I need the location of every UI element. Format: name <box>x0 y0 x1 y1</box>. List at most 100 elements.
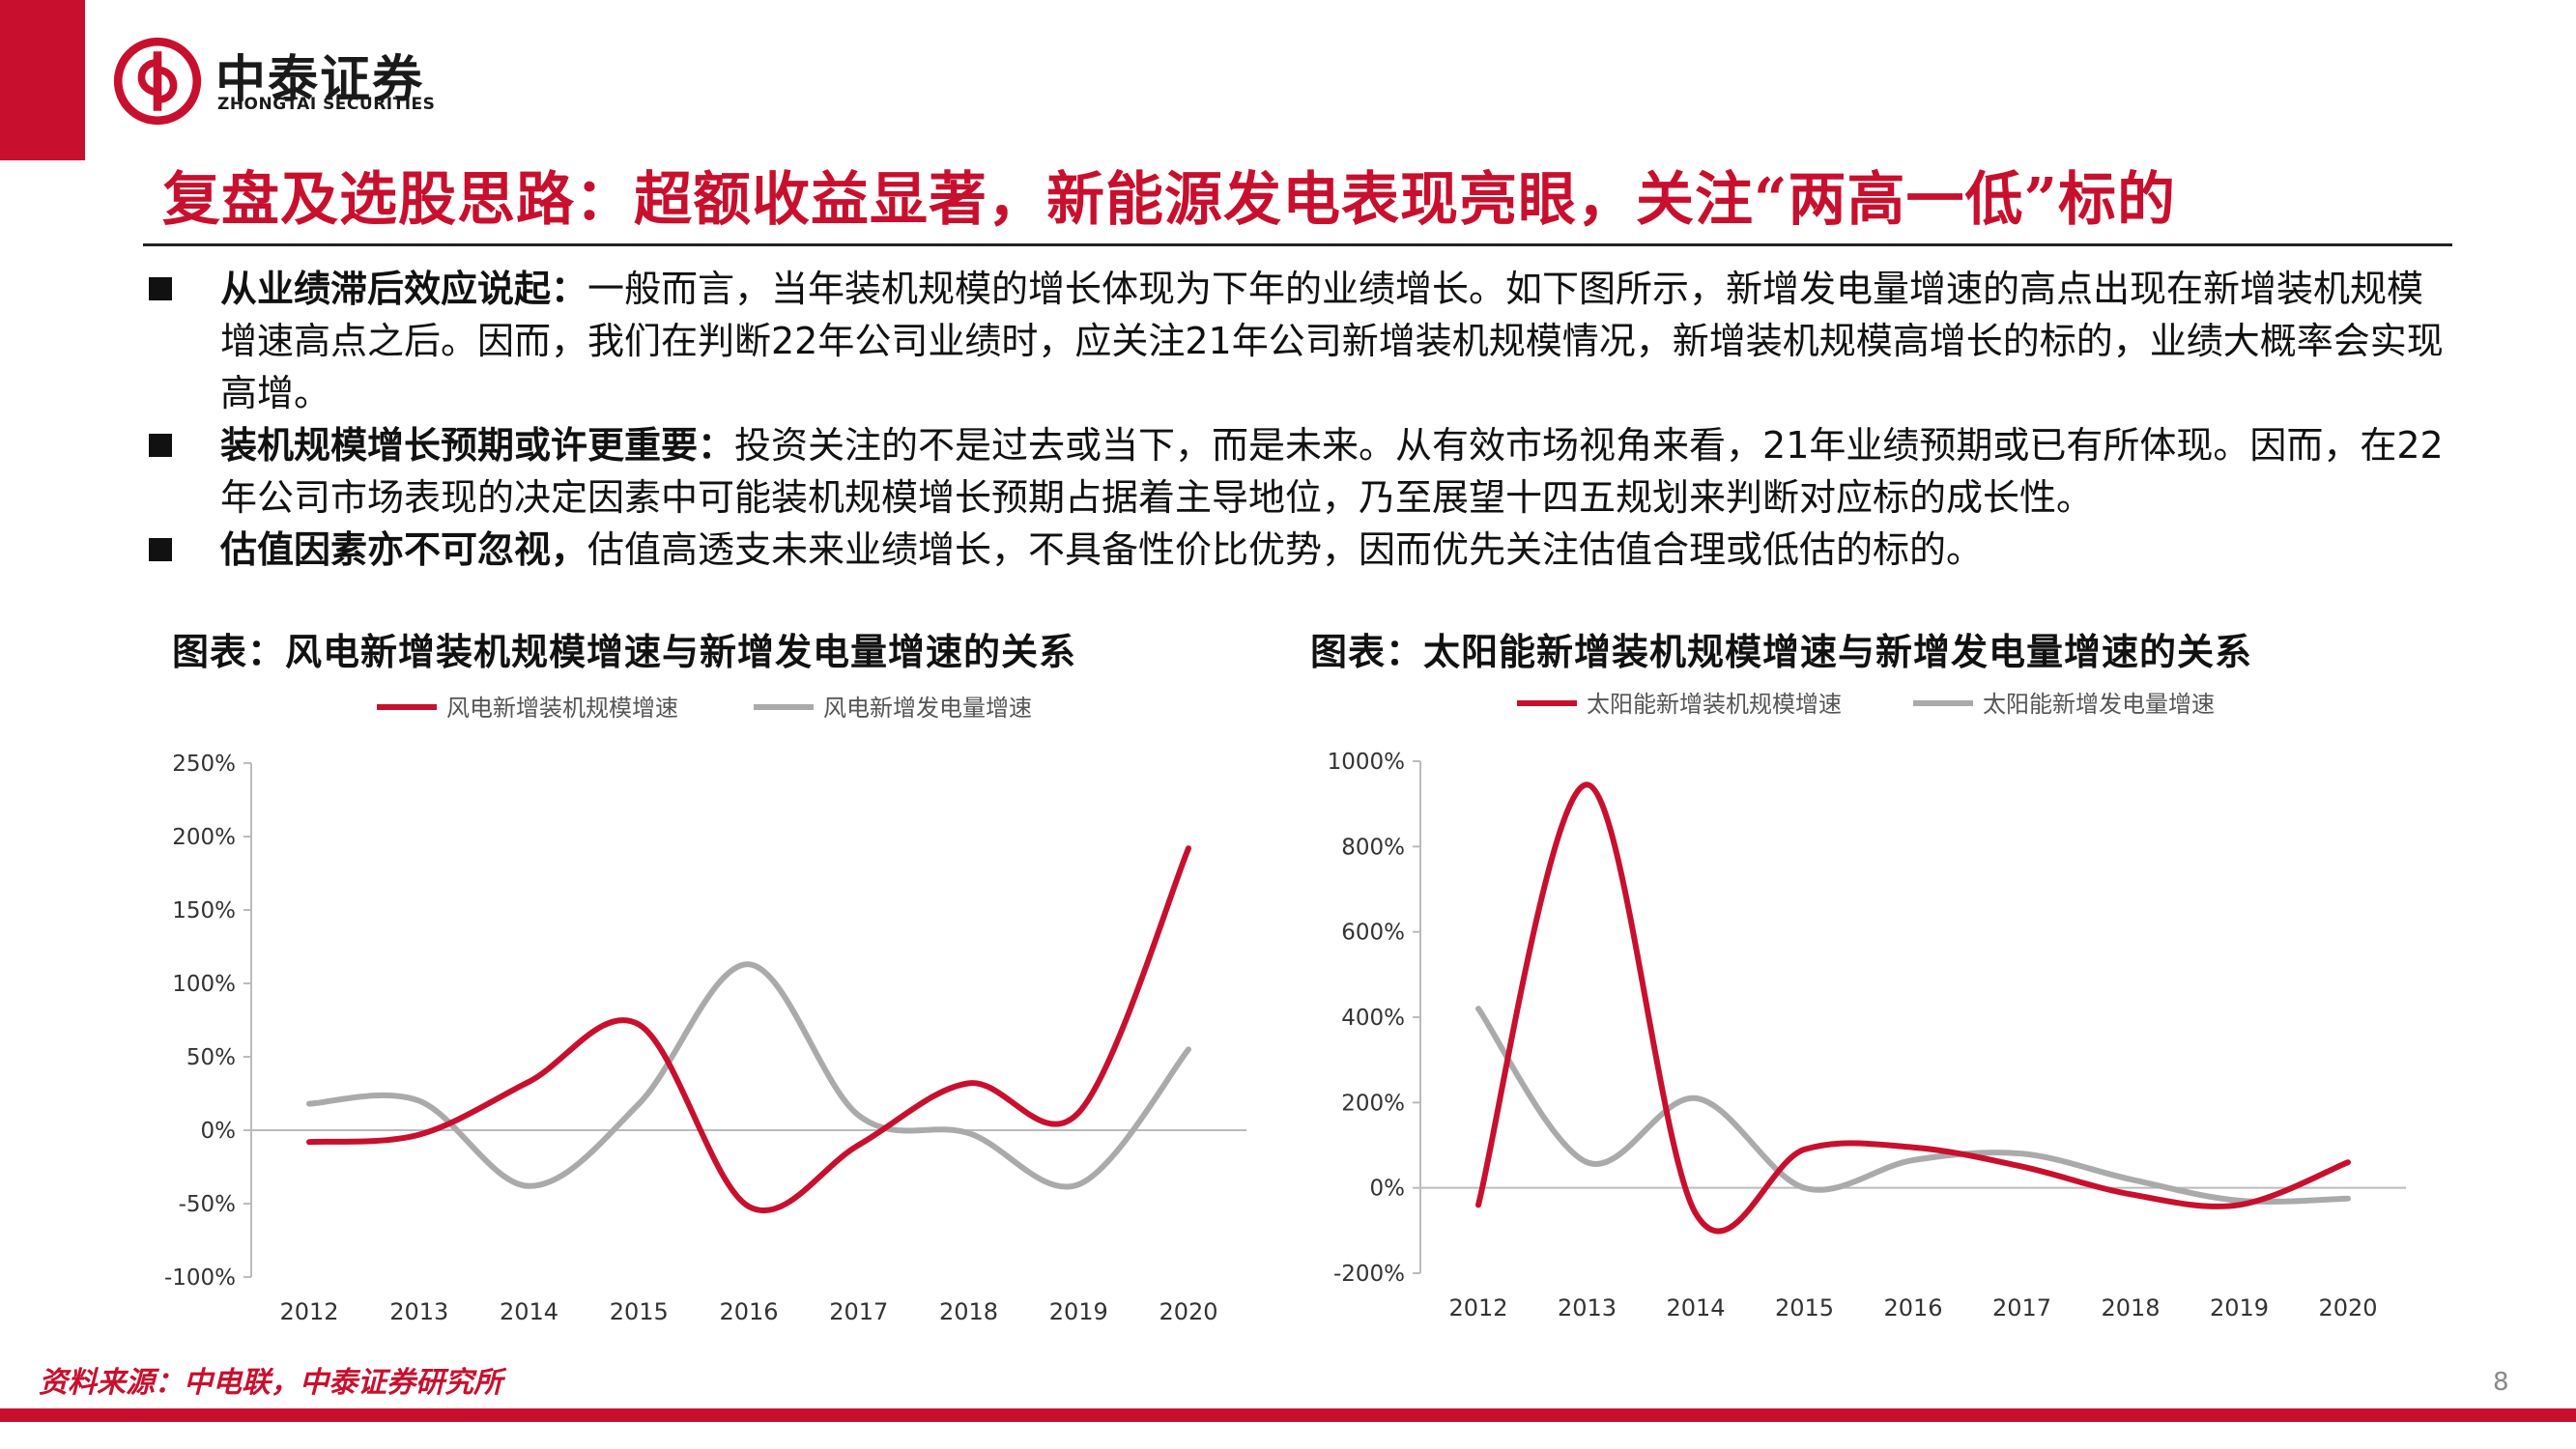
bullet-square-icon <box>149 434 172 457</box>
series-point-1-0-4 <box>1912 1147 1914 1149</box>
y-tick-label-1-4: 200% <box>1341 1091 1405 1116</box>
series-point-0-0-1 <box>418 1134 420 1136</box>
x-tick-label-1-8: 2020 <box>2318 1294 2377 1321</box>
series-point-0-1-1 <box>418 1100 420 1102</box>
series-point-1-1-1 <box>1587 1161 1588 1163</box>
solar-chart-title: 图表：太阳能新增装机规模增速与新增发电量增速的关系 <box>1310 631 2253 673</box>
y-tick-label-1-2: 600% <box>1341 921 1405 946</box>
series-point-0-1-7 <box>1077 1183 1079 1185</box>
logo-name-cn: 中泰证券 <box>215 51 425 109</box>
series-point-1-0-7 <box>2239 1204 2240 1206</box>
series-point-0-0-8 <box>1188 847 1189 849</box>
legend-label-0-0: 风电新增装机规模增速 <box>446 695 678 722</box>
bullet-text: 估值高透支未来业绩增长，不具备性价比优势，因而优先关注估值合理或低估的标的。 <box>587 528 1984 571</box>
series-line-1-0 <box>1475 781 2351 1235</box>
y-tick-label-0-6: -50% <box>179 1192 236 1217</box>
x-tick-label-0-6: 2018 <box>939 1298 998 1325</box>
legend-label-1-1: 太阳能新增发电量增速 <box>1983 691 2215 718</box>
bullet-item: 从业绩滞后效应说起：一般而言，当年装机规模的增长体现为下年的业绩增长。如下图所示… <box>145 263 2445 419</box>
y-tick-label-1-5: 0% <box>1370 1177 1406 1202</box>
footer-bar <box>0 1408 2576 1422</box>
series-line-0-0 <box>306 845 1191 1214</box>
y-tick-label-0-0: 250% <box>172 752 236 777</box>
bullet-square-icon <box>149 538 172 561</box>
y-tick-label-0-2: 150% <box>172 898 236 923</box>
y-tick-label-1-0: 1000% <box>1328 750 1405 775</box>
series-point-1-1-7 <box>2239 1200 2240 1202</box>
series-point-0-1-6 <box>968 1132 969 1134</box>
title-divider <box>143 243 2452 246</box>
y-tick-label-0-5: 0% <box>201 1119 237 1144</box>
logo-name-en: ZHONGTAI SECURITIES <box>217 95 436 114</box>
x-tick-label-0-1: 2013 <box>389 1298 448 1325</box>
x-tick-label-1-6: 2018 <box>2101 1294 2160 1321</box>
series-point-1-0-5 <box>2021 1166 2022 1168</box>
wind-growth-chart: 风电新增装机规模增速 风电新增发电量增速 250% 200% 150% 100% 50% 0%… <box>164 695 1246 1325</box>
zhongtai-logo-icon <box>113 37 202 126</box>
legend-label-0-1: 风电新增发电量增速 <box>823 695 1032 722</box>
series-point-0-0-5 <box>858 1144 860 1146</box>
series-point-0-1-3 <box>638 1103 640 1105</box>
series-point-1-0-2 <box>1695 1212 1697 1214</box>
x-tick-label-0-4: 2016 <box>719 1298 778 1325</box>
bullet-item: 装机规模增长预期或许更重要：投资关注的不是过去或当下，而是未来。从有效市场视角来… <box>145 419 2445 524</box>
y-tick-label-1-1: 800% <box>1341 835 1405 860</box>
y-tick-label-0-4: 50% <box>186 1045 236 1070</box>
bullet-square-icon <box>149 277 172 300</box>
series-point-1-1-5 <box>2021 1152 2022 1154</box>
series-point-0-1-2 <box>529 1185 530 1187</box>
series-point-0-0-7 <box>1077 1112 1079 1114</box>
series-point-0-0-6 <box>968 1082 969 1084</box>
bullet-text: 投资关注的不是过去或当下，而是未来。从有效市场视角来看，21年业绩预期或已有所体… <box>220 424 2444 519</box>
series-line-0-1 <box>306 961 1191 1190</box>
series-point-0-0-3 <box>638 1024 640 1026</box>
x-tick-label-0-8: 2020 <box>1159 1298 1217 1325</box>
bullet-heading: 估值因素亦不可忽视， <box>220 528 588 571</box>
x-tick-label-1-7: 2019 <box>2210 1294 2269 1321</box>
series-point-0-0-2 <box>529 1081 530 1083</box>
y-tick-label-0-7: -100% <box>164 1265 236 1291</box>
y-tick-label-1-3: 400% <box>1341 1006 1405 1031</box>
x-tick-label-0-5: 2017 <box>829 1298 888 1325</box>
x-tick-label-1-1: 2013 <box>1558 1294 1617 1321</box>
source-note: 资料来源：中电联，中泰证券研究所 <box>39 1366 502 1400</box>
x-tick-label-1-0: 2012 <box>1448 1294 1507 1321</box>
company-logo: 中泰证券 ZHONGTAI SECURITIES <box>111 35 478 131</box>
x-tick-label-0-0: 2012 <box>279 1298 338 1325</box>
series-point-1-1-8 <box>2347 1198 2349 1200</box>
series-point-1-1-4 <box>1912 1159 1914 1161</box>
x-tick-label-0-3: 2015 <box>610 1298 669 1325</box>
y-tick-label-0-1: 200% <box>172 825 236 850</box>
bullet-heading: 装机规模增长预期或许更重要： <box>220 424 735 467</box>
series-point-0-0-4 <box>748 1206 750 1208</box>
y-tick-label-0-3: 100% <box>172 972 236 997</box>
corner-accent-bar <box>0 0 85 160</box>
legend-label-1-0: 太阳能新增装机规模增速 <box>1587 691 1842 718</box>
x-tick-label-1-4: 2016 <box>1883 1294 1942 1321</box>
x-tick-label-1-5: 2017 <box>1992 1294 2051 1321</box>
series-point-0-0-0 <box>308 1141 310 1143</box>
series-point-0-1-8 <box>1188 1048 1189 1050</box>
wind-chart-title: 图表：风电新增装机规模增速与新增发电量增速的关系 <box>172 631 1077 673</box>
series-point-1-0-6 <box>2130 1193 2132 1195</box>
series-point-0-1-0 <box>308 1103 310 1105</box>
page-number: 8 <box>2493 1368 2509 1397</box>
series-point-1-1-3 <box>1804 1187 1805 1189</box>
series-point-1-0-1 <box>1587 783 1588 785</box>
x-tick-label-1-3: 2015 <box>1775 1294 1834 1321</box>
series-point-1-0-8 <box>2347 1161 2349 1163</box>
series-point-1-0-3 <box>1804 1149 1805 1151</box>
series-point-1-1-2 <box>1695 1097 1697 1099</box>
bullet-item: 估值因素亦不可忽视，估值高透支未来业绩增长，不具备性价比优势，因而优先关注估值合… <box>145 524 2445 576</box>
x-tick-label-0-7: 2019 <box>1049 1298 1108 1325</box>
bullet-heading: 从业绩滞后效应说起： <box>220 268 588 310</box>
series-line-1-1 <box>1475 1006 2351 1205</box>
series-point-1-0-0 <box>1477 1204 1479 1206</box>
series-point-0-1-5 <box>858 1115 860 1117</box>
x-tick-label-0-2: 2014 <box>500 1298 558 1325</box>
page-title: 复盘及选股思路：超额收益显著，新能源发电表现亮眼，关注“两高一低”标的 <box>162 166 2177 234</box>
bullet-text: 一般而言，当年装机规模的增长体现为下年的业绩增长。如下图所示，新增发电量增速的高… <box>220 268 2444 414</box>
series-point-0-1-4 <box>748 963 750 965</box>
solar-growth-chart: 太阳能新增装机规模增速 太阳能新增发电量增速 1000% 800% 600% 400% 20… <box>1328 691 2406 1321</box>
bullet-list: 从业绩滞后效应说起：一般而言，当年装机规模的增长体现为下年的业绩增长。如下图所示… <box>145 263 2445 576</box>
